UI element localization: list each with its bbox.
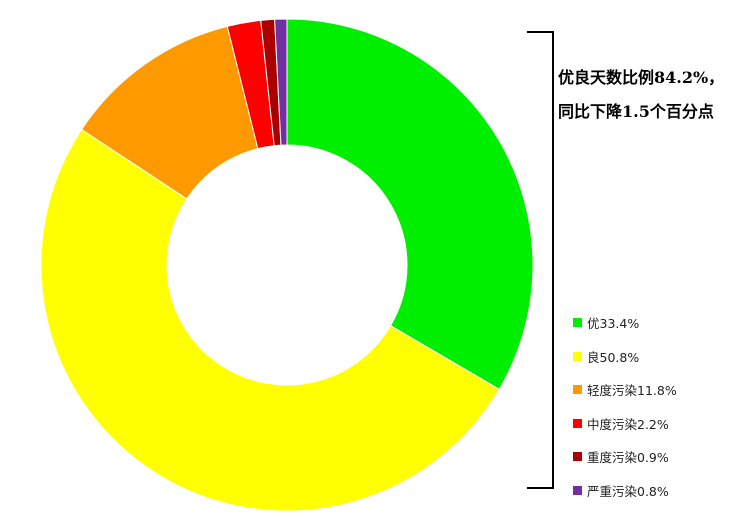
legend-item: 重度污染0.9%: [573, 440, 677, 474]
legend-swatch: [573, 452, 582, 462]
slice-5: [274, 18, 288, 146]
legend-item: 优33.4%: [573, 306, 677, 340]
legend-label: 重度污染0.9%: [587, 450, 669, 466]
slice-0: [286, 18, 534, 391]
legend-swatch: [573, 485, 582, 495]
legend: 优33.4% 良50.8% 轻度污染11.8% 中度污染2.2% 重度污染0.9% 严重污…: [573, 306, 677, 507]
slice-1: [40, 128, 500, 512]
legend-label: 良50.8%: [587, 349, 640, 365]
legend-item: 中度污染2.2%: [573, 407, 677, 441]
legend-swatch: [573, 385, 582, 395]
legend-item: 严重污染0.8%: [573, 474, 677, 508]
legend-swatch: [573, 418, 582, 428]
legend-label: 严重污染0.8%: [587, 483, 669, 499]
note-line-2: 同比下降1.5个百分点: [558, 102, 714, 121]
legend-swatch: [573, 318, 582, 328]
legend-label: 中度污染2.2%: [587, 416, 669, 432]
legend-label: 优33.4%: [587, 316, 640, 332]
legend-item: 轻度污染11.8%: [573, 373, 677, 407]
bracket: [527, 31, 554, 489]
legend-item: 良50.8%: [573, 340, 677, 374]
legend-label: 轻度污染11.8%: [587, 383, 677, 399]
legend-swatch: [573, 351, 582, 361]
note-line-1: 优良天数比例84.2%，: [558, 68, 725, 87]
